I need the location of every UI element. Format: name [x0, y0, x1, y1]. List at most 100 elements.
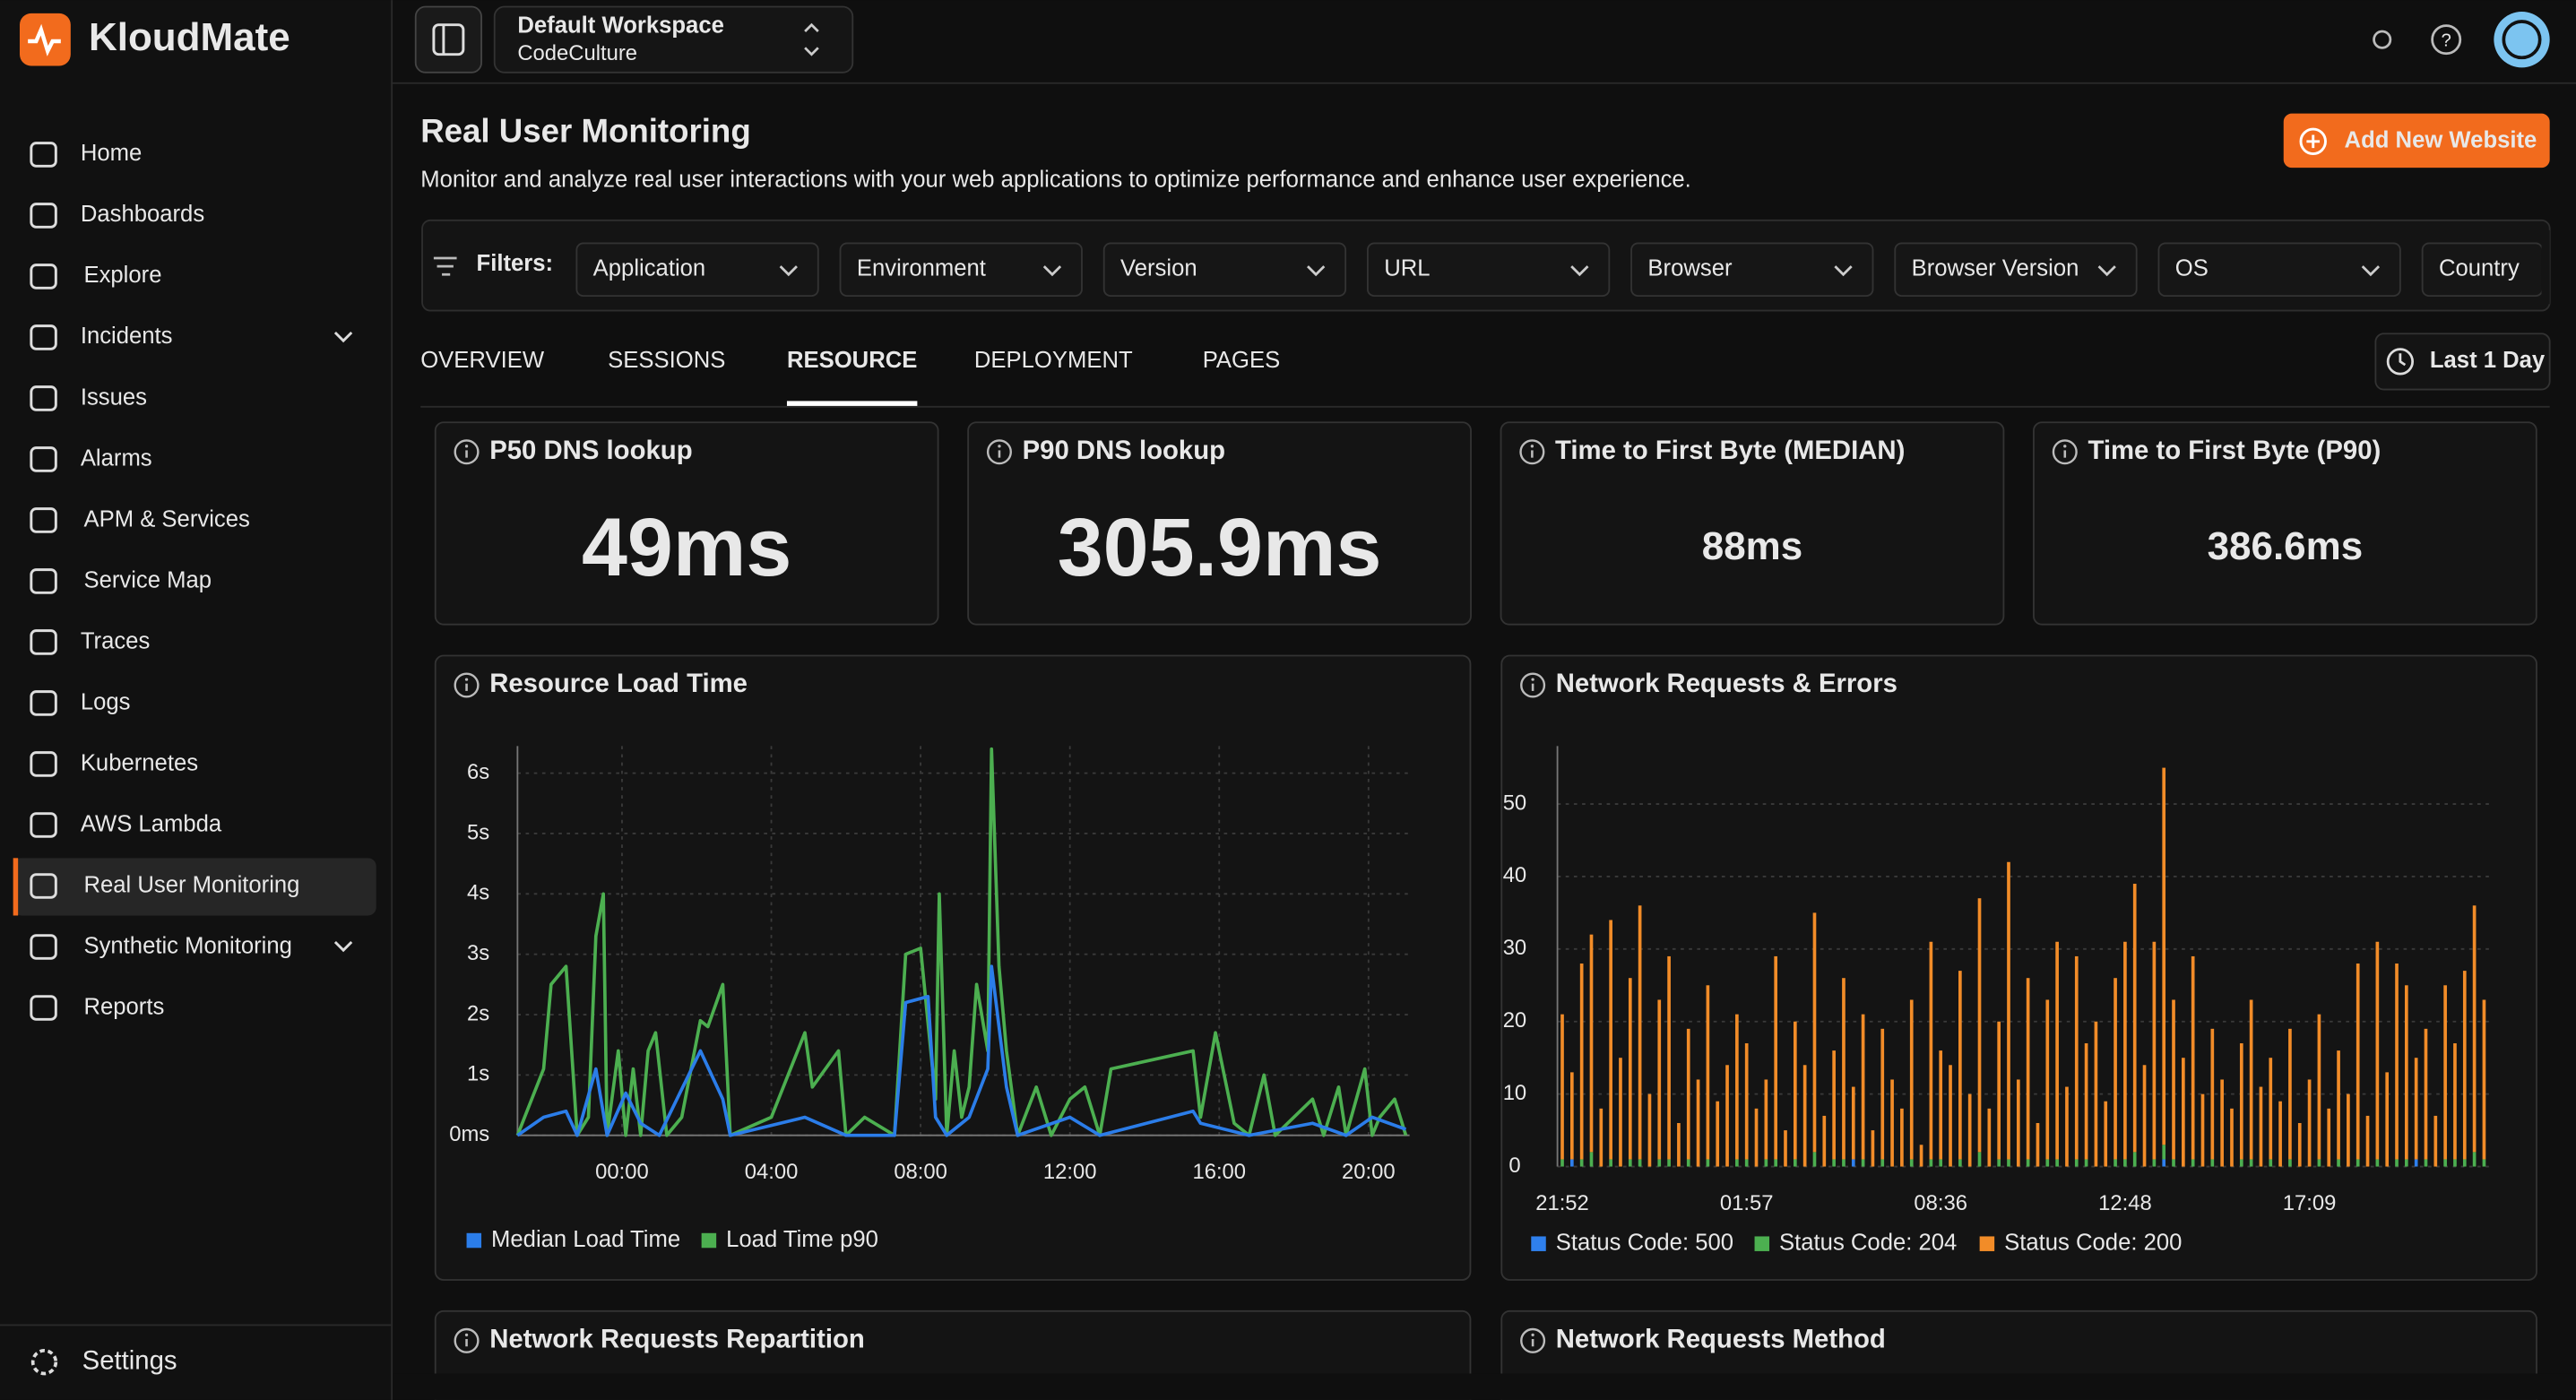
bar	[2016, 1079, 2020, 1167]
bar	[1958, 1159, 1962, 1167]
bar	[1880, 1159, 1885, 1167]
tab[interactable]: OVERVIEW	[420, 348, 545, 373]
avatar[interactable]	[2494, 12, 2550, 68]
info-icon	[1519, 439, 1545, 465]
bar	[1880, 1028, 1885, 1160]
tab-underline	[786, 401, 918, 406]
filter-select[interactable]	[2157, 242, 2401, 298]
nav-icon	[30, 507, 57, 533]
nav-item[interactable]: Synthetic Monitoring	[83, 933, 291, 958]
nav-item[interactable]: Dashboards	[81, 202, 204, 227]
bar	[2182, 1058, 2185, 1167]
y-tick-label: 1s	[467, 1062, 489, 1086]
stat-card	[434, 421, 939, 626]
nav-item[interactable]: Real User Monitoring	[83, 872, 299, 897]
y-tick-label: 40	[1503, 863, 1527, 887]
nav-item[interactable]: Reports	[83, 994, 164, 1019]
info-icon	[1531, 1333, 1534, 1337]
add-icon	[2299, 127, 2327, 156]
bar	[1560, 1014, 1564, 1160]
settings-label[interactable]: Settings	[82, 1345, 177, 1375]
bar	[2288, 1028, 2292, 1160]
y-tick-label: 6s	[467, 760, 489, 784]
info-icon	[454, 1327, 480, 1353]
theme-toggle[interactable]	[2373, 30, 2392, 49]
info-icon	[2063, 445, 2067, 448]
tab[interactable]: PAGES	[1203, 348, 1281, 373]
nav-item[interactable]: Kubernetes	[81, 750, 198, 775]
bar	[1822, 1115, 1827, 1167]
bar	[2162, 767, 2166, 1145]
filter-select[interactable]	[1366, 242, 1611, 298]
nav-item[interactable]: Traces	[81, 628, 150, 653]
bar	[2123, 941, 2127, 1160]
tab[interactable]: DEPLOYMENT	[974, 348, 1133, 373]
nav-item[interactable]: Alarms	[81, 445, 152, 471]
filter-select[interactable]	[1630, 242, 1874, 298]
bar	[2055, 941, 2059, 1160]
bar	[2142, 1065, 2147, 1167]
nav-item[interactable]: Home	[81, 141, 142, 166]
bar	[2356, 1159, 2360, 1167]
info-icon	[1530, 445, 1534, 448]
nav-active-bg	[13, 858, 376, 916]
bar	[2433, 1115, 2438, 1167]
bar	[1764, 1079, 1768, 1160]
sidebar-toggle[interactable]	[414, 5, 482, 73]
info-icon	[1520, 1327, 1546, 1353]
nav-item[interactable]: APM & Services	[83, 506, 249, 531]
bar	[1774, 955, 1778, 1160]
filter-select[interactable]	[575, 242, 819, 298]
bar	[1793, 1021, 1797, 1160]
panel-title: Network Requests Method	[1556, 1325, 1886, 1354]
bar	[1774, 1159, 1778, 1167]
tab[interactable]: SESSIONS	[608, 348, 725, 373]
bar	[1842, 1159, 1846, 1167]
range-button[interactable]	[2374, 333, 2551, 391]
nav-item[interactable]: Incidents	[81, 324, 173, 349]
nav-item[interactable]: Service Map	[83, 567, 212, 592]
bar	[2385, 1072, 2390, 1167]
bar	[2347, 1093, 2350, 1167]
bar	[1861, 1014, 1865, 1160]
bar	[1958, 971, 1962, 1160]
filter-select[interactable]	[839, 242, 1083, 298]
bar	[2230, 1108, 2234, 1167]
bar	[1657, 999, 1662, 1160]
org-name: CodeCulture	[517, 41, 637, 65]
filter-select[interactable]	[1102, 242, 1347, 298]
bar	[1812, 1152, 1817, 1167]
nav-item[interactable]: Issues	[81, 385, 147, 410]
filter-placeholder: Version	[1120, 256, 1197, 281]
nav-icon	[30, 873, 57, 899]
bar	[2045, 1159, 2050, 1167]
bar	[2114, 1159, 2117, 1167]
bar	[1570, 1159, 1574, 1167]
y-tick-label: 10	[1503, 1081, 1527, 1105]
bar	[1735, 1159, 1739, 1167]
add-website-button[interactable]	[2283, 113, 2550, 169]
bar	[2424, 1159, 2428, 1167]
bar	[2210, 1028, 2215, 1160]
bar	[2337, 1050, 2340, 1160]
bar	[1744, 1159, 1749, 1167]
nav-icon	[30, 751, 57, 777]
bar	[2482, 1159, 2486, 1167]
bar	[1716, 1101, 1720, 1167]
bar	[2297, 1123, 2302, 1167]
filter-placeholder: Browser	[1647, 256, 1733, 281]
nav-item[interactable]: Explore	[83, 263, 161, 288]
bar	[1579, 1159, 1584, 1167]
workspace-selector[interactable]	[493, 5, 854, 73]
x-tick-label: 08:36	[1914, 1191, 1967, 1215]
bar	[1851, 1159, 1855, 1167]
bar	[2162, 1145, 2166, 1160]
help-button[interactable]	[2431, 24, 2462, 56]
settings-icon	[30, 1348, 58, 1376]
filter-select[interactable]	[1894, 242, 2138, 298]
nav-item[interactable]: Logs	[81, 689, 131, 714]
bar	[1628, 978, 1632, 1160]
nav-item[interactable]: AWS Lambda	[81, 811, 222, 836]
bar	[1851, 1086, 1855, 1160]
tab[interactable]: RESOURCE	[787, 348, 917, 373]
